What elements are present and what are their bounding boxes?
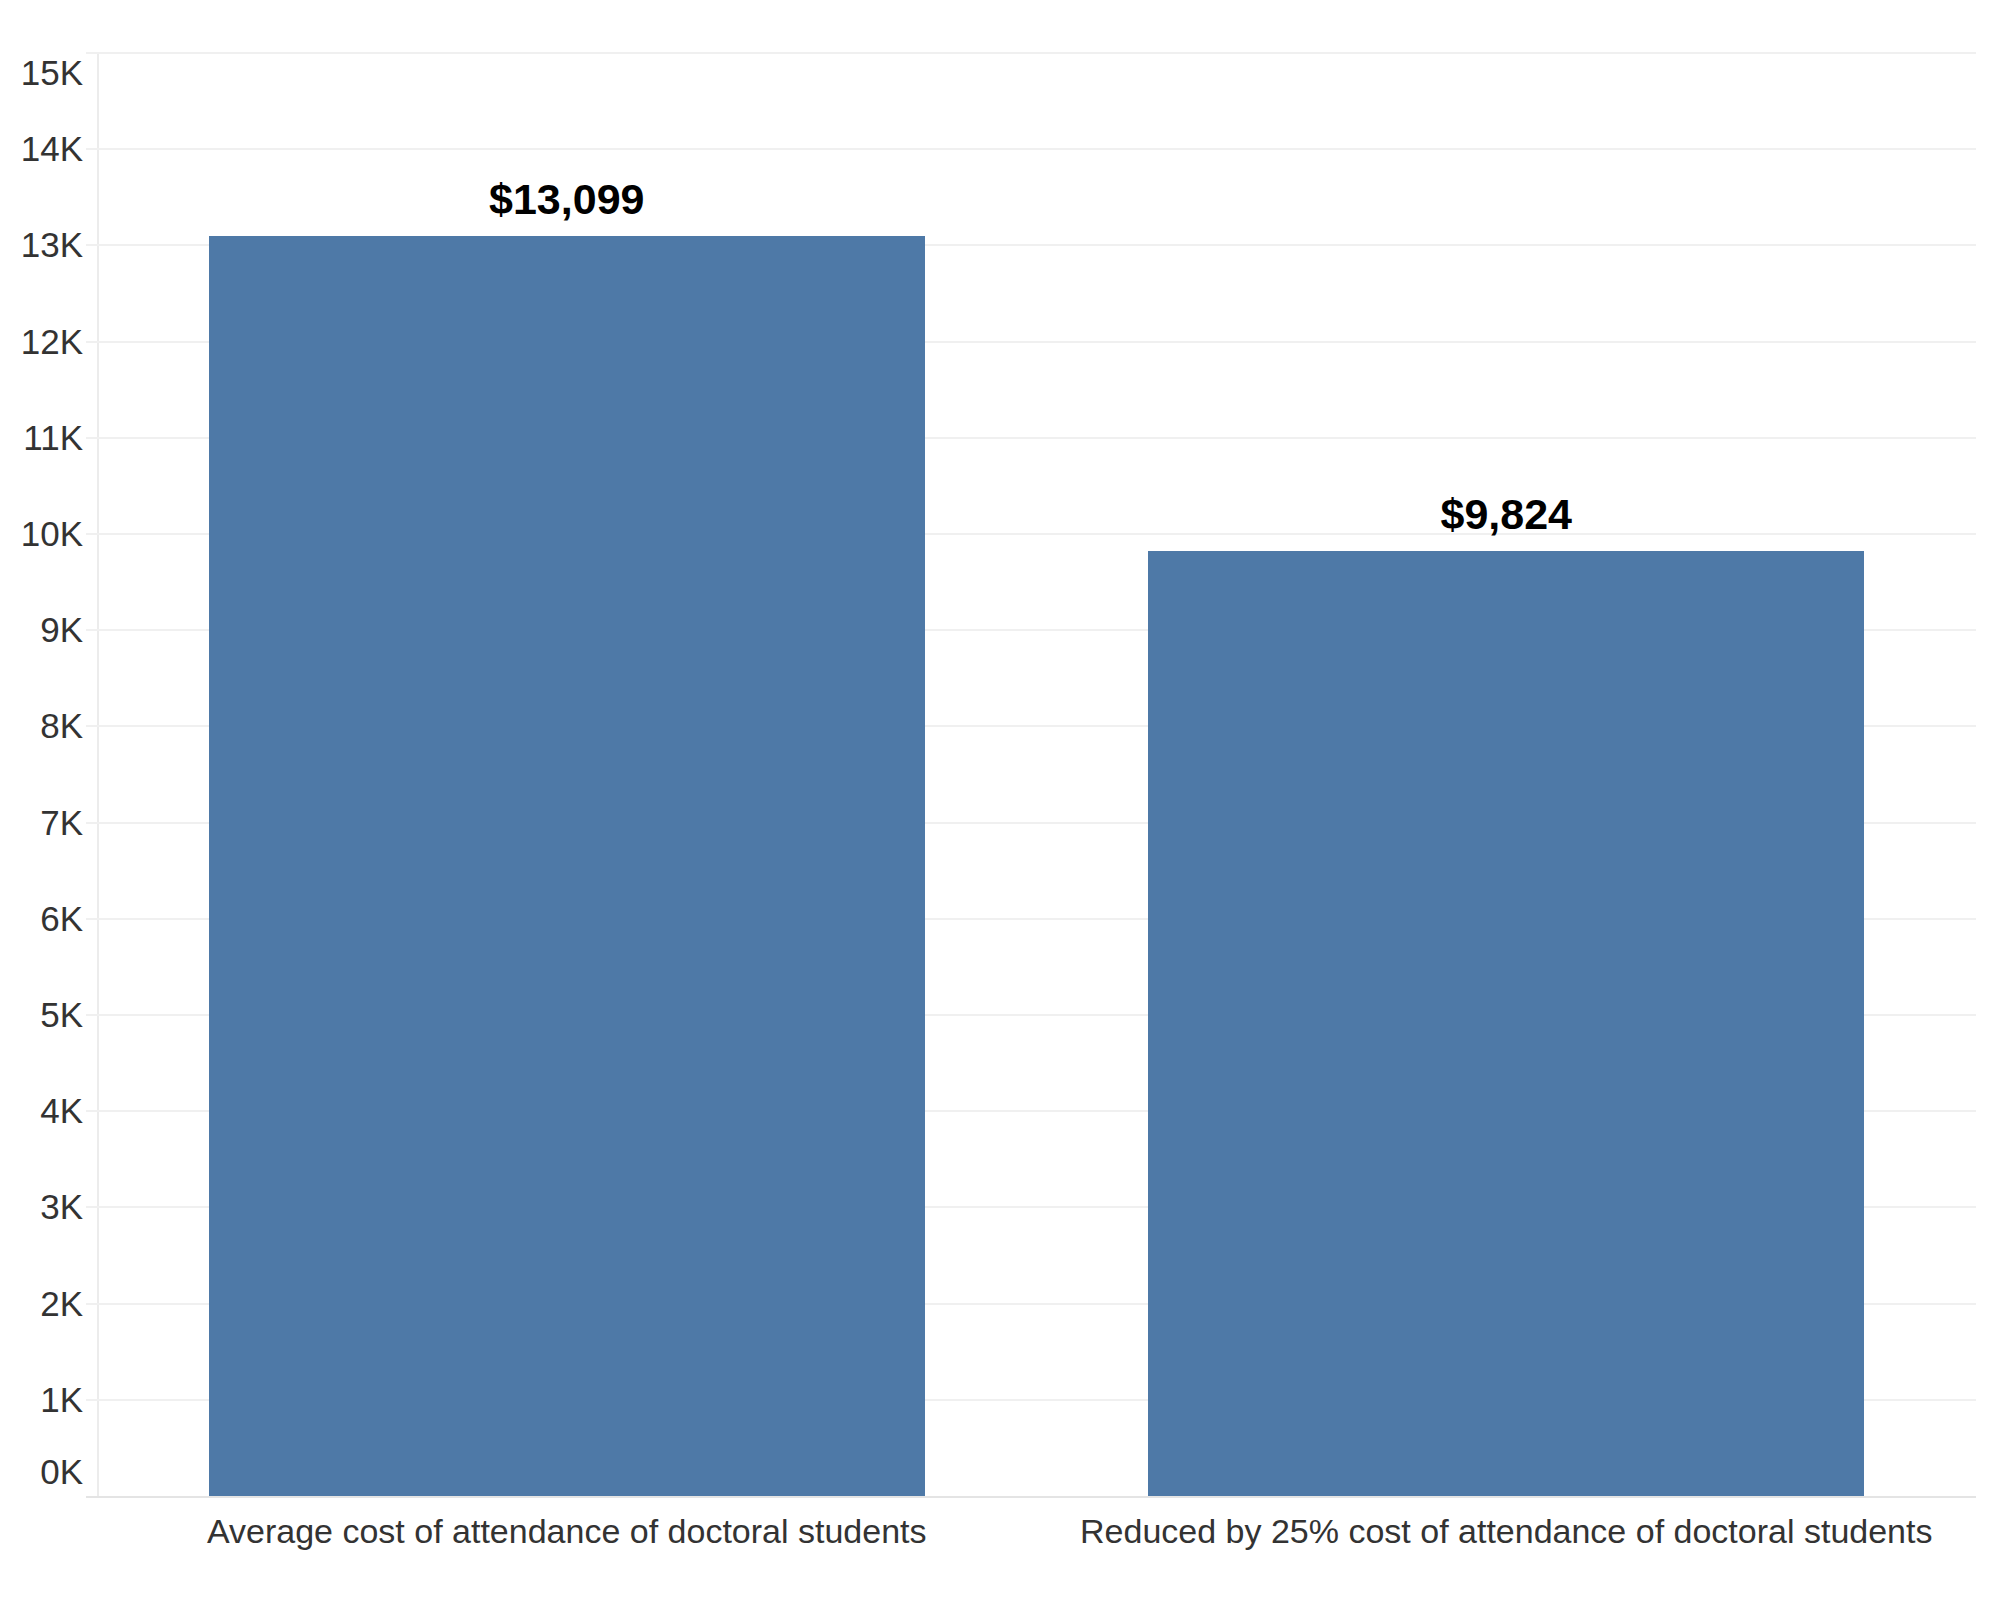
y-tick-label: 13K (0, 225, 83, 265)
y-tick-label: 6K (0, 899, 83, 939)
y-tick-label: 0K (0, 1452, 83, 1492)
bar[interactable] (1148, 551, 1864, 1496)
y-tick-label: 5K (0, 995, 83, 1035)
y-tick-label: 9K (0, 610, 83, 650)
bar-value-label: $13,099 (489, 174, 644, 224)
y-tick-label: 11K (0, 418, 83, 458)
gridline-horizontal (86, 148, 1976, 150)
x-category-label: Average cost of attendance of doctoral s… (207, 1510, 927, 1552)
y-tick-label: 14K (0, 129, 83, 169)
y-tick-label: 15K (0, 53, 83, 93)
y-tick-label: 8K (0, 706, 83, 746)
y-tick-label: 12K (0, 322, 83, 362)
y-tick-label: 7K (0, 803, 83, 843)
y-tick-label: 4K (0, 1091, 83, 1131)
gridline-horizontal (86, 52, 1976, 54)
y-tick-label: 1K (0, 1380, 83, 1420)
bar[interactable] (209, 236, 925, 1496)
y-axis-line (97, 53, 99, 1496)
x-category-label: Reduced by 25% cost of attendance of doc… (1080, 1510, 1932, 1552)
y-tick-label: 2K (0, 1284, 83, 1324)
y-tick-label: 3K (0, 1187, 83, 1227)
y-tick-label: 10K (0, 514, 83, 554)
bar-chart: 0K 1K 2K 3K 4K 5K 6K 7K 8K 9K 10K 11K 12K 13K 14K 15K $1… (0, 0, 2000, 1600)
bar-value-label: $9,824 (1440, 489, 1572, 539)
x-axis-line (86, 1496, 1976, 1498)
